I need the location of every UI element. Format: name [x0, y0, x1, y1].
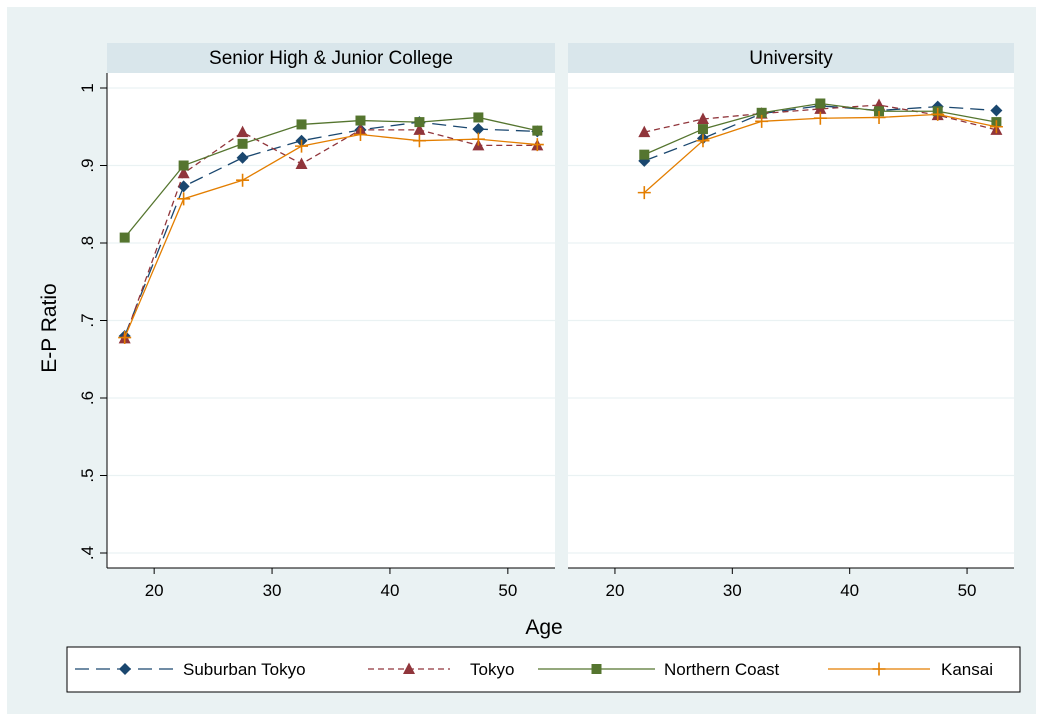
- series-line-tokyo: [124, 129, 538, 339]
- data-point-northern-coast: [414, 117, 425, 128]
- data-point-northern-coast: [237, 138, 248, 149]
- data-point-northern-coast: [473, 112, 484, 123]
- data-point-kansai: [295, 139, 309, 153]
- x-tick-label: 50: [498, 581, 517, 600]
- data-point-northern-coast: [296, 119, 307, 130]
- y-tick-label: .5: [78, 468, 97, 482]
- data-point-kansai: [118, 331, 132, 345]
- data-point-kansai: [530, 138, 544, 152]
- legend-marker-suburban-tokyo: [119, 663, 131, 675]
- legend-label-kansai: Kansai: [941, 660, 993, 679]
- series-group: [118, 112, 544, 345]
- x-tick-label: 40: [380, 581, 399, 600]
- y-tick-label: .9: [78, 158, 97, 172]
- data-point-kansai: [236, 173, 250, 187]
- y-axis-title: E-P Ratio: [38, 283, 61, 373]
- panel-university: University: [568, 43, 1014, 568]
- data-point-northern-coast: [815, 98, 826, 109]
- data-point-tokyo: [295, 157, 308, 169]
- data-point-suburban-tokyo: [236, 151, 249, 164]
- data-point-kansai: [696, 134, 710, 148]
- data-point-kansai: [872, 110, 886, 124]
- panel-strip: [568, 43, 1014, 73]
- data-point-suburban-tokyo: [472, 123, 485, 136]
- x-axis-title: Age: [525, 616, 562, 639]
- legend-marker-kansai: [872, 662, 886, 676]
- series-group: [637, 98, 1003, 200]
- legend-label-tokyo: Tokyo: [470, 660, 514, 679]
- gridlines: [568, 87, 1014, 554]
- panel-title: University: [749, 48, 833, 69]
- data-point-kansai: [813, 111, 827, 125]
- x-tick-label: 20: [145, 581, 164, 600]
- data-point-northern-coast: [639, 149, 650, 160]
- series-line-northern-coast: [124, 116, 538, 238]
- x-tick-label: 30: [263, 581, 282, 600]
- x-tick-label: 40: [840, 581, 859, 600]
- data-point-kansai: [931, 107, 945, 121]
- data-point-northern-coast: [178, 160, 189, 171]
- data-point-northern-coast: [697, 124, 708, 135]
- legend-marker-tokyo: [403, 662, 415, 674]
- legend: Suburban Tokyo Tokyo Northern Coast Kansai: [66, 646, 1021, 693]
- data-point-northern-coast: [532, 125, 543, 136]
- data-point-tokyo: [236, 125, 249, 138]
- y-tick-label: .6: [78, 391, 97, 405]
- panel-strip: [107, 43, 555, 73]
- x-tick-label: 20: [605, 581, 624, 600]
- y-axis: .4 .5 .6 .7 .8 .9 1: [78, 73, 108, 568]
- data-point-northern-coast: [119, 232, 130, 243]
- series-line-kansai: [124, 133, 538, 338]
- data-point-northern-coast: [355, 115, 366, 126]
- data-point-kansai: [989, 120, 1003, 134]
- series-line-suburban-tokyo: [124, 121, 538, 337]
- data-point-northern-coast: [756, 107, 767, 118]
- data-point-kansai: [412, 134, 426, 148]
- legend-marker-northern-coast: [591, 664, 602, 674]
- x-tick-label: 50: [958, 581, 977, 600]
- y-tick-label: .7: [78, 313, 97, 327]
- data-point-kansai: [471, 132, 485, 146]
- panel-title: Senior High & Junior College: [209, 48, 453, 69]
- data-point-kansai: [637, 186, 651, 200]
- data-point-kansai: [755, 114, 769, 128]
- x-tick-label: 30: [723, 581, 742, 600]
- data-point-kansai: [353, 128, 367, 141]
- y-tick-label: 1: [78, 83, 97, 92]
- panel-senior-high-junior-college: Senior High & Junior College: [107, 43, 555, 568]
- data-point-tokyo: [177, 166, 190, 179]
- data-point-tokyo: [696, 112, 709, 124]
- data-point-tokyo: [638, 125, 651, 138]
- data-point-kansai: [177, 192, 191, 206]
- data-point-tokyo: [413, 123, 426, 135]
- y-tick-label: .4: [78, 546, 97, 560]
- legend-label-suburban-tokyo: Suburban Tokyo: [183, 660, 306, 679]
- gridlines: [107, 87, 555, 554]
- legend-items: Suburban Tokyo Tokyo Northern Coast Kansai: [75, 660, 993, 679]
- x-axis: 20 30 40 50 20 30 40 50: [107, 567, 1014, 600]
- data-point-suburban-tokyo: [990, 104, 1003, 117]
- y-tick-label: .8: [78, 236, 97, 250]
- legend-label-northern-coast: Northern Coast: [664, 660, 780, 679]
